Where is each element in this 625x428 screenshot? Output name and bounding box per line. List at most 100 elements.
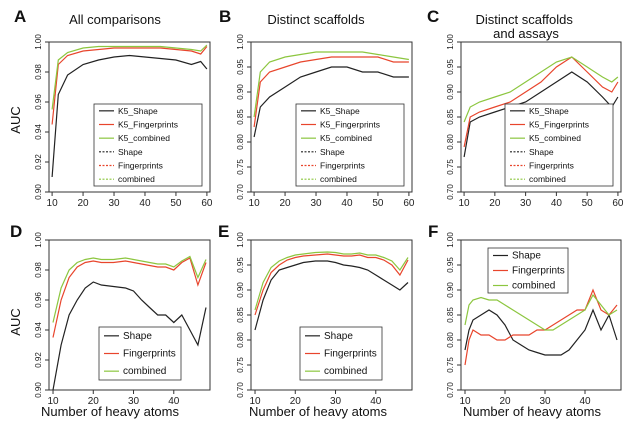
y-tick-label: 0.95 (236, 257, 245, 273)
y-tick-label: 0.80 (236, 134, 245, 150)
y-tick-label: 0.85 (236, 109, 245, 125)
x-tick-label: 10 (459, 198, 471, 209)
legend-entry: Shape (320, 147, 345, 157)
x-tick-label: 10 (47, 198, 59, 209)
legend-entry: K5_combined (320, 133, 372, 143)
series-line-k5-combined (51, 44, 208, 110)
series-line-k5-combined (463, 56, 619, 123)
legend-entry: Shape (512, 251, 541, 262)
x-tick-label: 30 (520, 198, 532, 209)
legend-entry: Shape (123, 331, 152, 342)
legend-entry: K5_combined (118, 133, 170, 143)
y-tick-label: 0.70 (446, 184, 455, 200)
y-tick-label: 0.98 (34, 64, 43, 80)
y-tick-label: 1.00 (34, 34, 43, 50)
y-tick-label: 1.00 (34, 232, 43, 248)
plot-c: 0.70 0.75 0.80 0.85 0.90 0.95 1.00 10 20 30 40 50 60… (446, 34, 624, 209)
x-tick-label: 50 (582, 198, 594, 209)
y-tick-label: 0.85 (446, 307, 455, 323)
x-tick-label: 50 (372, 198, 384, 209)
panel-f: F (428, 222, 438, 241)
panel-a: A All comparisons (14, 7, 161, 27)
series-line-k5-fingerprints (51, 46, 208, 125)
panel-e: E (218, 222, 229, 241)
series-line-fingerprints (464, 288, 618, 366)
plot-frame (48, 239, 211, 391)
panel-c-title: Distinct scaffolds and assays (476, 12, 577, 41)
legend-entry: Shape (529, 147, 554, 157)
series-line-shape (52, 281, 207, 391)
y-tick-label: 0.85 (236, 307, 245, 323)
legend-entry: Shape (324, 331, 353, 342)
panel-letter-e: E (218, 222, 229, 241)
x-tick-label: 30 (310, 198, 322, 209)
legend-entry: combined (123, 366, 166, 377)
y-tick-label: 0.90 (446, 282, 455, 298)
legend-box (504, 103, 614, 187)
plot-e: 0.70 0.75 0.80 0.85 0.90 0.95 1.00 10 20 30 40 Shap… (236, 232, 413, 407)
y-tick-label: 0.80 (446, 332, 455, 348)
legend-entry: K5_combined (529, 133, 581, 143)
legend: K5_Shape K5_Fingerprints K5_combined Shape F… (295, 103, 405, 187)
legend-entry: Fingerprints (320, 161, 365, 171)
legend-entry: Fingerprints (123, 349, 176, 360)
panel-a-title: All comparisons (69, 12, 161, 27)
panel-b-title: Distinct scaffolds (267, 12, 365, 27)
legend-entry: K5_Fingerprints (320, 120, 380, 130)
series-line-k5-fingerprints (463, 56, 619, 148)
y-tick-label: 0.85 (446, 109, 455, 125)
legend: Shape Fingerprints combined (487, 247, 569, 294)
y-tick-label: 0.95 (446, 59, 455, 75)
y-tick-label: 0.70 (446, 382, 455, 398)
legend-entry: Fingerprints (512, 266, 565, 277)
legend: K5_Shape K5_Fingerprints K5_combined Shape F… (93, 103, 203, 187)
series-line-shape (464, 308, 618, 356)
plot-b: 0.70 0.75 0.80 0.85 0.90 0.95 1.00 10 20 30 40 50 60… (236, 34, 415, 209)
panel-c-title-line-1: Distinct scaffolds (476, 12, 574, 27)
x-tick-label: 20 (290, 396, 302, 407)
panel-letter-d: D (10, 222, 22, 241)
x-tick-label: 40 (139, 198, 151, 209)
series-line-k5-shape (253, 66, 409, 138)
panel-c: C Distinct scaffolds and assays (427, 7, 577, 41)
legend: Shape Fingerprints combined (98, 326, 182, 381)
legend-entry: K5_Shape (320, 106, 360, 116)
y-tick-label: 0.75 (236, 357, 245, 373)
y-tick-label: 0.90 (446, 84, 455, 100)
legend: Shape Fingerprints combined (299, 326, 383, 381)
x-tick-label: 40 (551, 198, 563, 209)
plot-a: 0.90 0.92 0.94 0.96 0.98 1.00 10 20 30 40 50 60 K5_S… (34, 34, 213, 209)
y-tick-label: 1.00 (236, 34, 245, 50)
panel-letter-a: A (14, 7, 26, 26)
y-tick-label: 0.70 (236, 184, 245, 200)
y-tick-label: 0.92 (34, 154, 43, 170)
x-tick-label: 10 (459, 396, 471, 407)
panel-b: B Distinct scaffolds (219, 7, 365, 27)
x-tick-label: 50 (170, 198, 182, 209)
x-tick-label: 60 (612, 198, 624, 209)
y-tick-label: 0.90 (34, 184, 43, 200)
y-tick-label: 0.96 (34, 94, 43, 110)
y-axis-label-top: AUC (8, 106, 23, 133)
x-tick-label: 60 (403, 198, 415, 209)
series-line-combined (52, 255, 207, 323)
y-tick-label: 0.98 (34, 262, 43, 278)
x-tick-label: 40 (370, 396, 382, 407)
y-tick-label: 0.80 (446, 134, 455, 150)
y-tick-label: 1.00 (446, 34, 455, 50)
series-line-shape (254, 260, 409, 331)
x-tick-label: 30 (128, 396, 140, 407)
series-line-k5-fingerprints (253, 56, 409, 128)
series-line-k5-combined (253, 51, 409, 118)
x-tick-label: 30 (108, 198, 120, 209)
y-tick-label: 0.75 (446, 159, 455, 175)
y-tick-label: 0.90 (236, 282, 245, 298)
y-tick-label: 0.90 (34, 382, 43, 398)
y-tick-label: 0.70 (236, 382, 245, 398)
legend-entry: Fingerprints (324, 349, 377, 360)
legend-entry: K5_Shape (529, 106, 569, 116)
series-line-fingerprints (52, 257, 207, 338)
x-tick-label: 30 (330, 396, 342, 407)
series-line-fingerprints (254, 253, 409, 316)
x-tick-label: 20 (77, 198, 89, 209)
